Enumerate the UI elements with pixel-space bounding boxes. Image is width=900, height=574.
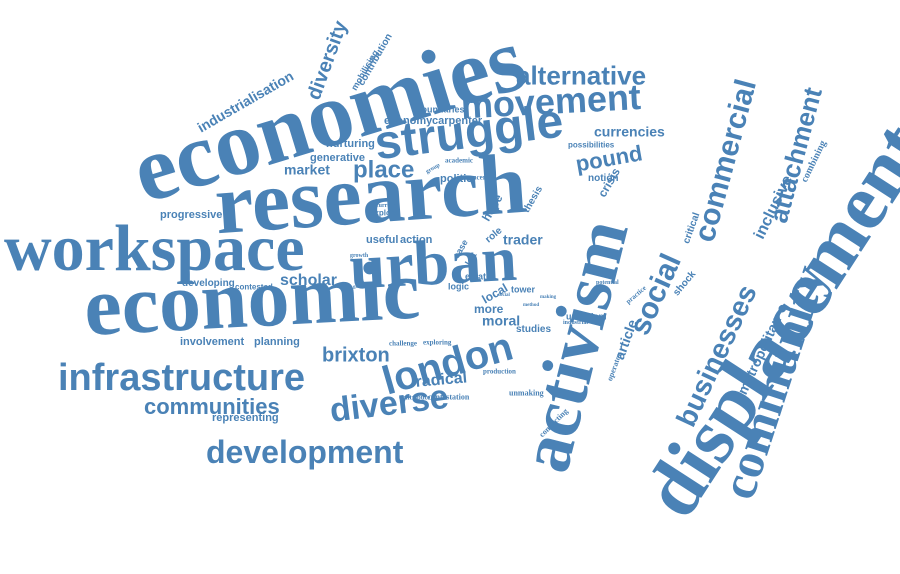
word-economic: economic: [81, 243, 423, 354]
word-exploring: exploring: [423, 338, 452, 347]
word-development: development: [206, 433, 404, 470]
word-useful: useful: [366, 233, 399, 246]
word-place: place: [353, 156, 415, 184]
word-scholar: scholar: [280, 271, 337, 289]
word-making: making: [540, 294, 557, 300]
word-unmaking: unmaking: [509, 388, 544, 398]
word-notion: notion: [588, 172, 619, 184]
word-contribute: contribute: [399, 393, 431, 402]
word-economy: economy: [384, 114, 433, 127]
word-planning: planning: [254, 335, 300, 348]
word-alternative: alternative: [516, 60, 647, 91]
word-brixton: brixton: [322, 344, 390, 367]
word-involvement: involvement: [180, 335, 245, 348]
word-potential: potential: [596, 280, 619, 287]
word-trader: trader: [503, 231, 543, 248]
word-carpenter: carpenter: [432, 114, 483, 127]
word-radical: radical: [414, 369, 468, 391]
word-currencies: currencies: [594, 123, 665, 140]
word-market: market: [284, 161, 330, 178]
word-progressive: progressive: [160, 208, 223, 221]
word-industrial: industrial: [563, 320, 589, 327]
word-contestation: contestation: [428, 392, 470, 402]
word-challenge: challenge: [389, 339, 417, 348]
word-currency: currency: [376, 203, 399, 210]
word-growth: growth: [350, 253, 369, 260]
word-contested: contested: [235, 282, 273, 292]
word-social-small: social: [498, 292, 510, 298]
word-explore: explore: [370, 208, 399, 218]
word-logic: logic: [448, 281, 470, 292]
word-concern: concern: [466, 173, 490, 182]
word-global: global: [353, 284, 367, 290]
word-action: action: [400, 233, 433, 246]
word-workspace: workspace: [4, 211, 305, 285]
word-possibilities: possibilities: [568, 140, 615, 150]
word-infrastructure: infrastructure: [58, 356, 306, 399]
word-moral: moral: [482, 312, 521, 329]
word-representing: representing: [212, 411, 279, 424]
word-more: more: [474, 302, 504, 317]
word-tower: tower: [511, 284, 536, 295]
word-communities: communities: [144, 393, 280, 419]
word-studies: studies: [516, 323, 552, 335]
word-developing: developing: [182, 277, 235, 289]
word-method: method: [523, 302, 540, 308]
word-urbanism: urbanism: [566, 311, 607, 322]
word-generative: generative: [310, 151, 366, 164]
word-commercial: commercial: [688, 75, 764, 246]
word-academic: academic: [445, 156, 473, 165]
word-estate: estate: [465, 271, 492, 282]
word-production: production: [483, 367, 516, 376]
word-nurturing: nurturing: [326, 137, 375, 150]
word-boundaries: boundaries: [416, 104, 465, 115]
word-politic: politic: [440, 172, 473, 185]
